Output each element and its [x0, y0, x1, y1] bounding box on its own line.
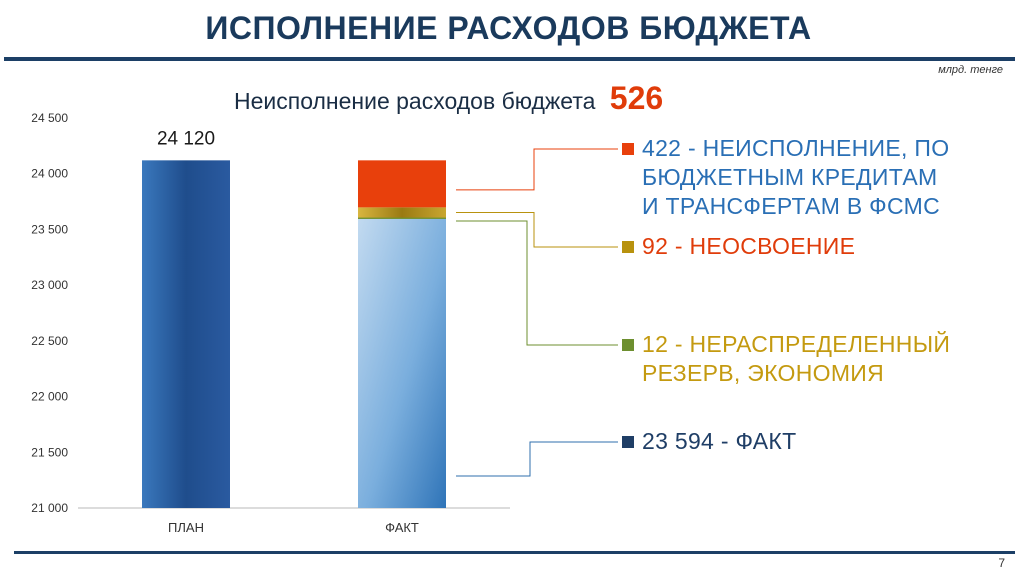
legend-swatch — [622, 436, 634, 448]
legend-item: 23 594 - ФАКТ — [622, 427, 796, 456]
y-tick-label: 21 000 — [31, 501, 68, 515]
y-tick-label: 21 500 — [31, 445, 68, 459]
legend-item: 92 - НЕОСВОЕНИЕ — [622, 232, 855, 261]
bar-segment — [358, 207, 446, 218]
legend-text: И ТРАНСФЕРТАМ В ФСМС — [642, 193, 940, 219]
x-tick-label: ФАКТ — [385, 520, 419, 535]
subtitle-text: Неисполнение расходов бюджета — [234, 88, 596, 114]
legend-swatch — [622, 241, 634, 253]
bar-segment — [142, 160, 230, 509]
unit-label: млрд. тенге — [938, 64, 1003, 76]
legend-text: РЕЗЕРВ, ЭКОНОМИЯ — [642, 360, 885, 386]
y-tick-label: 23 000 — [31, 278, 68, 292]
bar-segment — [358, 160, 446, 208]
subtitle-total-value: 526 — [609, 80, 664, 116]
bottom-divider — [14, 551, 1015, 554]
legend-item: 422 - НЕИСПОЛНЕНИЕ, ПО БЮДЖЕТНЫМ КРЕДИТАМ… — [622, 134, 949, 221]
legend-leader-line — [456, 220, 618, 346]
legend-text: 12 - НЕРАСПРЕДЕЛЕННЫЙ — [642, 331, 951, 357]
data-label: 24 120 — [157, 128, 215, 149]
page-number: 7 — [998, 556, 1005, 570]
y-tick-label: 24 000 — [31, 167, 68, 181]
slide-title: ИСПОЛНЕНИЕ РАСХОДОВ БЮДЖЕТА — [205, 10, 812, 46]
bar-segment — [358, 218, 446, 508]
legend-swatch — [622, 339, 634, 351]
legend-text: 422 - НЕИСПОЛНЕНИЕ, ПО — [642, 135, 950, 161]
x-tick-label: ПЛАН — [168, 520, 204, 535]
y-tick-label: 24 500 — [31, 111, 68, 125]
bar-segment — [358, 217, 446, 219]
top-divider — [4, 57, 1015, 61]
legend-item: 12 - НЕРАСПРЕДЕЛЕННЫЙ РЕЗЕРВ, ЭКОНОМИЯ — [622, 330, 950, 388]
y-tick-label: 22 500 — [31, 334, 68, 348]
chart-subtitle: Неисполнение расходов бюджета 526 — [234, 80, 663, 117]
legend-leader-line — [456, 148, 618, 191]
legend-swatch — [622, 143, 634, 155]
legend-text: БЮДЖЕТНЫМ КРЕДИТАМ — [642, 164, 938, 190]
legend-leader-line — [456, 211, 618, 248]
legend-text: 23 594 - ФАКТ — [642, 428, 797, 454]
legend-leader-line — [456, 441, 618, 477]
legend-text: 92 - НЕОСВОЕНИЕ — [642, 233, 856, 259]
y-tick-label: 22 000 — [31, 390, 68, 404]
y-tick-label: 23 500 — [31, 222, 68, 236]
